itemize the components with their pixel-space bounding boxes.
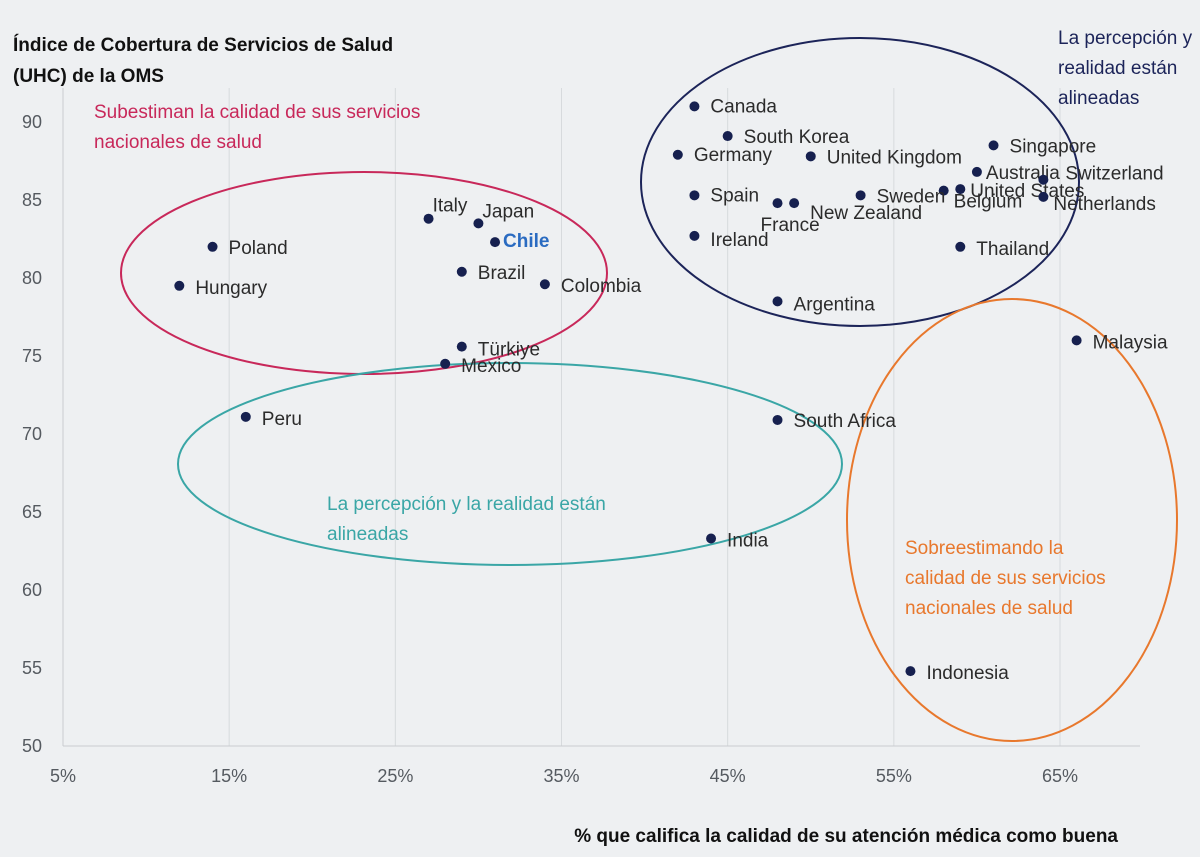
point-label-malaysia: Malaysia [1093,332,1168,353]
point-t-rkiye [456,341,467,352]
y-tick-label: 60 [22,580,42,600]
group-label-line: alineadas [327,524,408,545]
y-axis-title-line: (UHC) de la OMS [13,66,164,87]
point-mexico [440,358,451,369]
point-label-poland: Poland [229,238,288,259]
x-tick-label: 65% [1042,766,1078,786]
group-label-line: Subestiman la calidad de sus servicios [94,102,420,123]
y-tick-label: 55 [22,658,42,678]
point-label-spain: Spain [710,185,759,206]
point-germany [672,149,683,160]
point-south-africa [772,414,783,425]
point-india [706,533,717,544]
point-label-peru: Peru [262,409,302,430]
point-label-france: France [761,215,820,236]
point-label-south-korea: South Korea [744,127,850,148]
point-label-t-rkiye: Türkiye [478,340,540,361]
point-sweden [855,190,866,201]
point-singapore [988,140,999,151]
point-label-new-zealand: New Zealand [810,203,922,224]
point-label-south-africa: South Africa [794,411,897,432]
point-poland [207,241,218,252]
y-axis-title-line: Índice de Cobertura de Servicios de Salu… [13,34,393,56]
x-tick-label: 25% [377,766,413,786]
x-tick-label: 55% [876,766,912,786]
point-japan [473,218,484,229]
point-label-canada: Canada [710,96,777,117]
point-spain [689,190,700,201]
point-label-indonesia: Indonesia [926,663,1009,684]
point-hungary [174,280,185,291]
point-label-belgium: Belgium [954,192,1023,213]
group-ellipse [640,37,1080,327]
x-tick-label: 45% [710,766,746,786]
point-switzerland [1038,174,1049,185]
point-label-switzerland: Switzerland [1065,164,1163,185]
point-label-india: India [727,531,769,552]
point-label-singapore: Singapore [1010,136,1097,157]
point-label-netherlands: Netherlands [1053,194,1155,215]
y-tick-label: 90 [22,112,42,132]
y-tick-label: 50 [22,736,42,756]
point-chile [490,237,501,248]
point-ireland [689,230,700,241]
group-ellipse [846,298,1178,742]
point-label-ireland: Ireland [710,230,768,251]
x-axis-title: % que califica la calidad de su atención… [574,826,1118,847]
point-label-argentina: Argentina [794,294,876,315]
point-malaysia [1071,335,1082,346]
point-united-kingdom [805,151,816,162]
point-peru [240,411,251,422]
group-label-line: La percepción y la realidad están [327,494,606,515]
point-label-united-kingdom: United Kingdom [827,147,962,168]
group-label-line: alineadas [1058,88,1139,109]
point-australia [971,166,982,177]
point-label-chile: Chile [503,231,549,252]
point-canada [689,101,700,112]
y-tick-label: 70 [22,424,42,444]
point-label-brazil: Brazil [478,263,526,284]
point-thailand [955,241,966,252]
x-tick-label: 35% [543,766,579,786]
point-label-germany: Germany [694,145,773,166]
y-tick-label: 80 [22,268,42,288]
x-tick-label: 15% [211,766,247,786]
point-south-korea [722,131,733,142]
y-tick-label: 65 [22,502,42,522]
point-france [772,198,783,209]
point-argentina [772,296,783,307]
x-tick-label: 5% [50,766,76,786]
point-colombia [539,279,550,290]
group-label-line: nacionales de salud [94,132,262,153]
point-label-japan: Japan [482,201,534,222]
group-label-line: calidad de sus servicios [905,568,1106,589]
y-tick-label: 85 [22,190,42,210]
point-united-states [955,184,966,195]
point-label-united-states: United States [970,181,1084,202]
group-ellipse [177,362,843,566]
point-brazil [456,266,467,277]
point-new-zealand [789,198,800,209]
group-label-line: nacionales de salud [905,598,1073,619]
point-netherlands [1038,191,1049,202]
point-indonesia [905,666,916,677]
point-label-mexico: Mexico [461,356,521,377]
point-belgium [938,185,949,196]
point-italy [423,213,434,224]
point-label-thailand: Thailand [976,239,1049,260]
group-label-line: realidad están [1058,58,1177,79]
group-label-line: La percepción y [1058,28,1193,49]
point-label-sweden: Sweden [877,186,946,207]
point-label-hungary: Hungary [195,278,267,299]
group-label-line: Sobreestimando la [905,538,1064,559]
point-label-italy: Italy [433,196,468,217]
point-label-colombia: Colombia [561,276,642,297]
y-tick-label: 75 [22,346,42,366]
